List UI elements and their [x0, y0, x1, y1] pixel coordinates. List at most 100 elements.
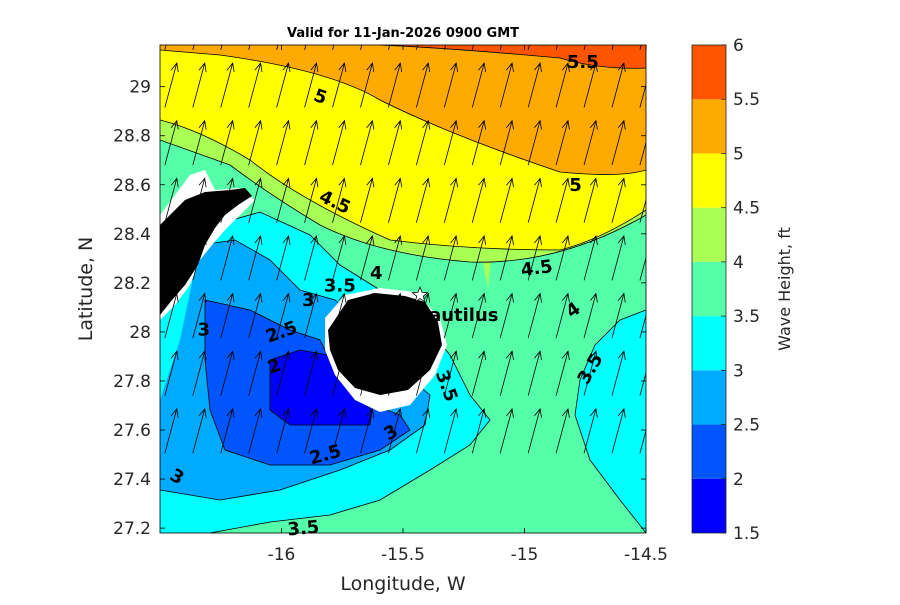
y-tick-label: 28	[129, 323, 151, 343]
y-tick-label: 28.8	[113, 127, 151, 147]
vector-arrow-head	[422, 407, 431, 418]
vector-arrow-head	[198, 235, 207, 245]
colorbar-segment	[692, 153, 726, 208]
vector-arrow-head	[422, 292, 431, 303]
vector-arrow-head	[226, 177, 235, 188]
vector-arrow-shaft	[304, 351, 317, 396]
vector-arrow-head	[422, 177, 431, 188]
vector-arrow-head	[534, 119, 542, 130]
vector-arrow-shaft	[276, 235, 289, 281]
vector-arrow-shaft	[304, 235, 317, 281]
colorbar-tick-label: 5.5	[733, 90, 760, 110]
vector-arrow-shaft	[527, 120, 541, 166]
vector-arrow-head	[310, 177, 319, 188]
vector-arrow-shaft	[555, 408, 569, 454]
vector-arrow-head	[198, 350, 207, 361]
vector-arrow-shaft	[555, 45, 558, 51]
contour-5	[160, 49, 646, 175]
vector-arrow-head	[506, 407, 514, 418]
vector-arrow-head	[562, 6, 569, 15]
vector-arrow-shaft	[332, 351, 345, 396]
vector-arrow-shaft	[248, 62, 261, 108]
vector-arrow-shaft	[527, 178, 541, 223]
vector-arrow-head	[617, 350, 626, 361]
vector-arrow-shaft	[527, 408, 541, 454]
vector-arrow-shaft	[192, 351, 206, 396]
vector-arrow-head	[450, 407, 458, 418]
vector-arrow-head	[338, 407, 347, 418]
vector-arrow-head	[310, 350, 319, 361]
vector-arrow-head	[450, 235, 458, 245]
vector-arrow-head	[645, 242, 646, 243]
colorbar-segment	[692, 424, 726, 479]
band-3-3.5-east	[575, 310, 646, 533]
vector-arrow-head	[226, 350, 235, 361]
vector-arrow-shaft	[611, 408, 625, 454]
vector-arrow-shaft	[220, 45, 223, 51]
vector-arrow-shaft	[192, 408, 206, 454]
vector-arrow-head	[561, 407, 570, 418]
vector-arrow-shaft	[388, 178, 401, 223]
vector-arrow-head	[534, 235, 542, 245]
vector-arrow-head	[394, 177, 403, 188]
vector-arrow-head	[478, 177, 486, 188]
vector-arrow-shaft	[192, 235, 206, 281]
vector-arrow-shaft	[388, 351, 401, 396]
contour-3.5	[179, 211, 491, 533]
vector-arrow-shaft	[583, 408, 597, 454]
vector-arrow-shaft	[360, 293, 373, 339]
vector-arrow-head	[450, 350, 458, 361]
colorbar-tick-label: 1.5	[733, 524, 760, 544]
vector-arrow-head	[170, 119, 179, 130]
station-label: Nautilus	[414, 305, 499, 326]
vector-arrow-head	[534, 6, 541, 15]
colorbar-frame	[691, 44, 727, 534]
vector-arrow-head	[366, 407, 375, 418]
y-tick-label: 27.4	[113, 470, 151, 490]
vector-arrow-head	[226, 292, 235, 303]
station-star-icon	[411, 286, 429, 303]
contour-label: 4	[370, 263, 383, 284]
colorbar-segment	[692, 478, 726, 533]
vector-arrow-head	[534, 350, 542, 361]
vector-arrow-head	[589, 292, 598, 303]
vector-arrow-head	[534, 407, 542, 418]
vector-arrow-head	[534, 292, 542, 303]
vector-arrow-shaft	[220, 120, 234, 166]
colorbar-segment	[692, 99, 726, 154]
vector-arrow-shaft	[192, 62, 206, 108]
vector-arrow-head	[617, 177, 626, 188]
vector-arrow-shaft	[415, 408, 429, 454]
vector-arrow-shaft	[360, 235, 373, 281]
vector-arrow-head	[589, 350, 598, 361]
vector-arrow-head	[506, 177, 514, 188]
vector-arrow-head	[450, 177, 458, 188]
vector-arrow-shaft	[611, 235, 625, 281]
vector-arrow-shaft	[583, 62, 597, 108]
vector-arrow-shaft	[583, 120, 597, 166]
vector-arrow-head	[617, 235, 626, 245]
vector-arrow-head	[170, 235, 179, 245]
vector-arrow-head	[617, 292, 626, 303]
vector-arrow-shaft	[220, 178, 234, 223]
vector-arrow-head	[338, 177, 347, 188]
vector-arrow-head	[395, 6, 402, 15]
vector-arrow-head	[450, 119, 458, 130]
vector-arrow-shaft	[360, 408, 373, 454]
vector-arrow-head	[618, 6, 625, 15]
y-tick-label: 28.4	[113, 225, 151, 245]
vector-arrow-head	[645, 300, 646, 301]
tenerife-island	[160, 188, 252, 315]
vector-arrow-head	[451, 6, 458, 15]
vector-arrow-shaft	[583, 235, 597, 281]
vector-arrow-head	[338, 119, 347, 130]
vector-arrow-shaft	[443, 120, 457, 166]
vector-arrow-shaft	[443, 62, 457, 108]
vector-arrow-shaft	[555, 178, 569, 223]
contour-4	[160, 139, 646, 263]
vector-arrow-head	[366, 62, 375, 73]
y-tick-label: 28.2	[113, 274, 151, 294]
vector-arrow-head	[478, 119, 486, 130]
